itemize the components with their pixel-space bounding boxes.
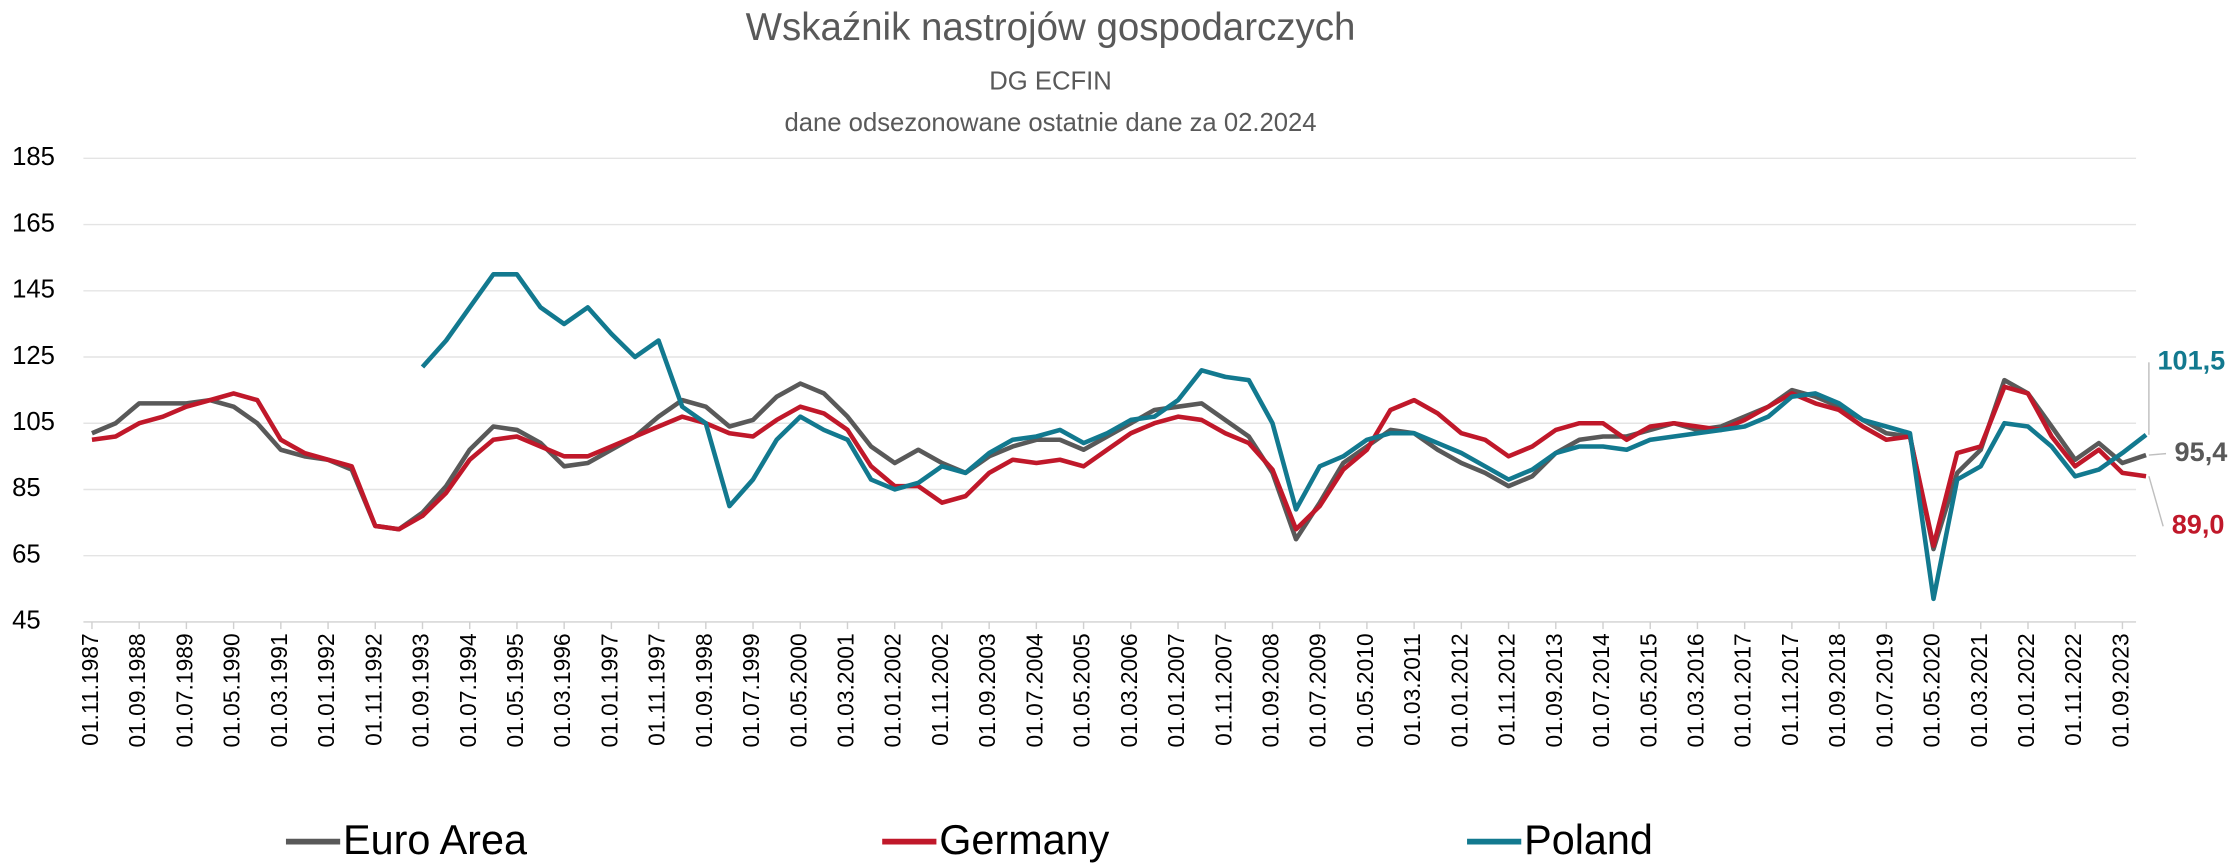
data-label: 89,0 <box>2172 509 2225 540</box>
x-tick-label: 01.01.2017 <box>1730 633 1756 747</box>
chart-title: Wskaźnik nastrojów gospodarczych <box>746 6 1356 49</box>
legend-label: Euro Area <box>343 817 527 863</box>
x-tick-label: 01.07.2009 <box>1305 633 1331 747</box>
series-line <box>91 377 2147 552</box>
x-tick-label: 01.03.2001 <box>833 633 859 747</box>
y-tick-label: 85 <box>12 474 41 502</box>
x-tick-label: 01.01.2022 <box>2013 633 2039 747</box>
x-tick-label: 01.01.1997 <box>596 633 622 747</box>
x-tick-label: 01.07.2019 <box>1871 633 1897 747</box>
chart-note: dane odsezonowane ostatnie dane za 02.20… <box>784 109 1316 137</box>
x-tick-label: 01.11.2022 <box>2060 633 2086 745</box>
x-tick-label: 01.05.2020 <box>1919 633 1945 747</box>
x-tick-label: 01.01.1992 <box>313 633 339 747</box>
x-tick-label: 01.11.1992 <box>360 633 386 745</box>
y-tick-label: 45 <box>12 607 41 635</box>
x-tick-label: 01.11.2017 <box>1777 633 1803 745</box>
x-tick-label: 01.05.1990 <box>219 633 245 747</box>
x-tick-label: 01.09.2018 <box>1824 633 1850 747</box>
x-tick-label: 01.05.2010 <box>1352 633 1378 747</box>
x-tick-label: 01.07.2004 <box>1021 633 1047 747</box>
x-tick-label: 01.07.1999 <box>738 633 764 747</box>
x-tick-label: 01.07.1994 <box>455 633 481 747</box>
x-tick-label: 01.09.1993 <box>408 633 434 747</box>
x-tick-label: 01.09.2023 <box>2107 633 2133 747</box>
x-tick-label: 01.01.2002 <box>880 633 906 747</box>
x-tick-label: 01.05.2005 <box>1069 633 1095 747</box>
x-tick-label: 01.11.2007 <box>1210 633 1236 745</box>
x-tick-label: 01.11.2012 <box>1494 633 1520 745</box>
x-tick-label: 01.03.2011 <box>1399 633 1425 745</box>
series-line <box>91 384 2147 549</box>
x-tick-label: 01.07.2014 <box>1588 633 1614 747</box>
x-tick-label: 01.03.2016 <box>1682 633 1708 747</box>
x-tick-label: 01.11.1987 <box>77 633 103 745</box>
series-line <box>420 272 2148 602</box>
x-tick-label: 01.09.2003 <box>974 633 1000 747</box>
y-tick-label: 125 <box>12 342 55 370</box>
legend-label: Germany <box>939 817 1109 863</box>
x-tick-label: 01.01.2012 <box>1446 633 1472 747</box>
x-tick-label: 01.09.1998 <box>691 633 717 747</box>
legend-label: Poland <box>1524 817 1653 863</box>
x-tick-label: 01.03.1991 <box>266 633 292 747</box>
data-label: 95,4 <box>2175 436 2228 467</box>
y-tick-label: 165 <box>12 209 55 237</box>
x-tick-label: 01.05.2015 <box>1635 633 1661 747</box>
x-tick-label: 01.03.2006 <box>1116 633 1142 747</box>
x-tick-label: 01.11.1997 <box>644 633 670 745</box>
data-label: 101,5 <box>2157 344 2225 375</box>
x-tick-label: 01.01.2007 <box>1163 633 1189 747</box>
x-tick-label: 01.07.1989 <box>171 633 197 747</box>
y-tick-label: 185 <box>12 143 55 171</box>
x-tick-label: 01.03.2021 <box>1966 633 1992 747</box>
y-tick-label: 145 <box>12 276 55 304</box>
y-tick-label: 65 <box>12 540 41 568</box>
leader-line <box>2148 452 2167 456</box>
x-tick-label: 01.03.1996 <box>549 633 575 747</box>
x-tick-label: 01.09.2008 <box>1257 633 1283 747</box>
x-tick-label: 01.09.1988 <box>124 633 150 747</box>
x-tick-label: 01.09.2013 <box>1541 633 1567 747</box>
x-tick-label: 01.11.2002 <box>927 633 953 745</box>
leader-line <box>2148 476 2164 527</box>
x-tick-label: 01.05.1995 <box>502 633 528 747</box>
y-tick-label: 105 <box>12 408 55 436</box>
x-tick-label: 01.05.2000 <box>785 633 811 747</box>
chart-subtitle: DG ECFIN <box>989 68 1112 96</box>
